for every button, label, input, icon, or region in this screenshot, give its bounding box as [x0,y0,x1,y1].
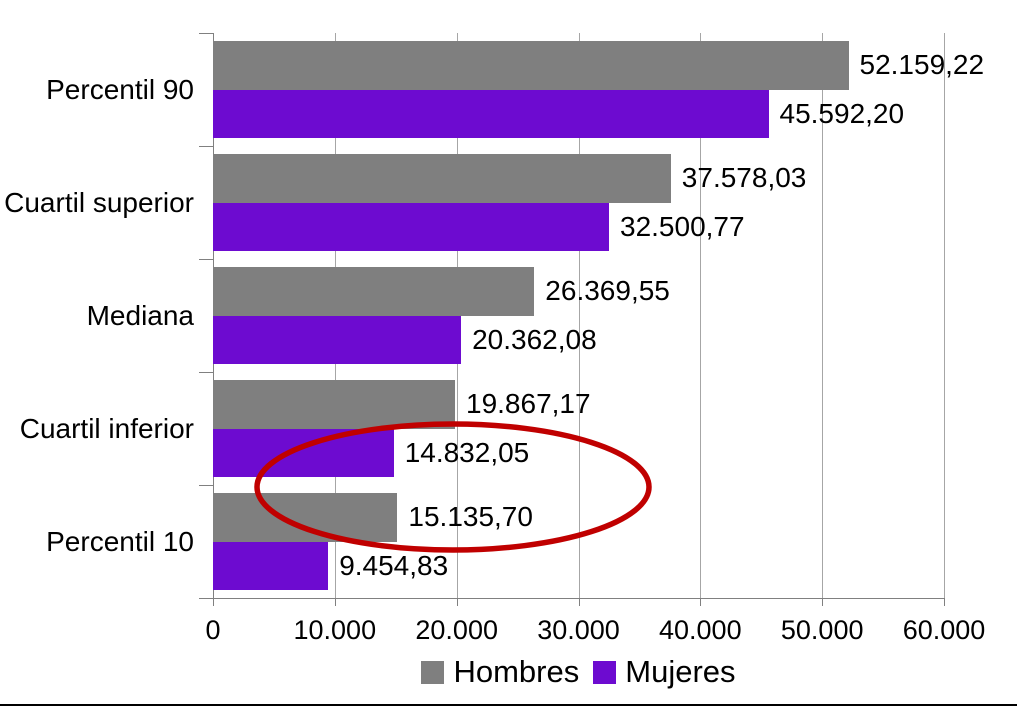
annotation-ellipse [254,421,652,553]
category-axis-tick [199,372,213,373]
value-label-mujeres: 14.832,05 [404,436,530,468]
value-label-mujeres: 32.500,77 [620,210,745,242]
legend: Hombres Mujeres [213,652,944,692]
x-tick-label: 30.000 [537,615,620,645]
bar-hombres [213,154,671,203]
bar-mujeres [213,202,609,251]
category-label: Percentil 10 [46,525,194,557]
value-label-hombres: 26.369,55 [545,275,670,307]
x-tick-label: 0 [205,615,221,645]
x-tick-label: 50.000 [780,615,864,645]
category-label: Mediana [86,299,194,331]
legend-swatch-hombres [421,660,445,684]
category-axis-tick [199,146,213,147]
x-axis-tick [213,598,214,606]
plot-area: 52.159,22 37.578,03 26.369,55 19.867,17 15.1… [213,33,984,598]
legend-item-hombres: Hombres [421,654,579,690]
value-label-hombres: 37.578,03 [681,162,807,194]
value-label-hombres: 52.159,22 [859,49,985,81]
value-label-hombres: 15.135,70 [408,501,533,533]
bar-hombres [213,493,398,542]
x-axis-line [206,598,945,599]
x-tick-label: 40.000 [659,615,742,645]
bar-mujeres [213,541,329,590]
category-label: Cuartil superior [4,186,194,218]
gridline [578,33,580,598]
x-axis-tick [578,598,580,606]
category-label: Cuartil inferior [19,412,194,444]
value-label-mujeres: 45.592,20 [779,97,905,129]
gridline [944,33,945,598]
gridline [700,33,702,598]
bar-hombres [213,267,535,316]
value-label-mujeres: 9.454,83 [339,549,449,581]
bar-hombres [213,380,455,429]
category-axis: Percentil 90 Cuartil superior Mediana Cuart… [0,33,196,598]
ellipse-stroke [254,421,652,553]
bar-mujeres [213,89,769,138]
x-axis-tick [944,598,945,606]
x-axis-tick [334,598,336,606]
category-axis-tick [199,485,213,486]
category-axis-tick [199,259,213,260]
bar-mujeres [213,315,462,364]
x-axis-tick [700,598,702,606]
x-axis-tick [822,598,824,606]
bar-mujeres [213,428,394,477]
legend-item-mujeres: Mujeres [593,654,736,690]
bottom-border-line [0,704,1017,706]
category-axis-tick [199,33,213,34]
legend-swatch-mujeres [593,660,617,684]
value-label-hombres: 19.867,17 [466,388,591,420]
legend-label-mujeres: Mujeres [625,654,736,689]
value-label-mujeres: 20.362,08 [472,323,597,355]
category-label: Percentil 90 [46,73,194,105]
bar-hombres [213,41,849,90]
gridline [822,33,824,598]
x-tick-label: 20.000 [415,615,498,645]
x-tick-label: 10.000 [293,615,377,645]
legend-label-hombres: Hombres [453,654,580,689]
x-axis-tick [456,598,458,606]
x-tick-label: 60.000 [902,615,986,645]
category-axis-tick [199,598,213,599]
